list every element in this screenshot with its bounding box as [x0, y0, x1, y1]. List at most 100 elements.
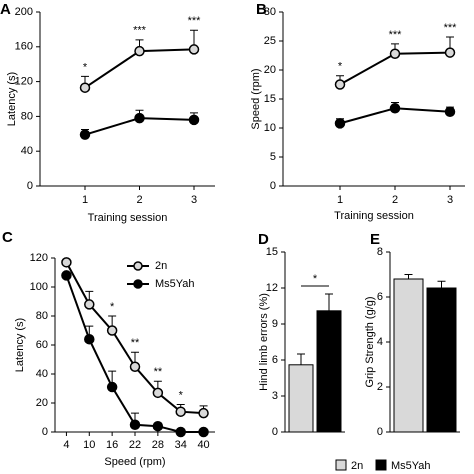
y-tick-label: 100: [30, 281, 48, 293]
legend-label: Ms5Yah: [391, 460, 431, 472]
y-tick-label: 120: [30, 252, 48, 264]
data-point: [152, 387, 164, 399]
significance: ***: [133, 25, 147, 37]
y-tick-label: 9: [272, 318, 278, 330]
data-point: [79, 82, 91, 93]
bar: [393, 278, 424, 433]
y-axis-label: Speed (rpm): [250, 68, 262, 129]
legend-marker: [133, 261, 143, 271]
y-axis-label: Hind limb errors (%): [258, 293, 270, 391]
x-axis-label: Training session: [88, 212, 168, 224]
data-point: [61, 257, 72, 268]
significance: *: [179, 389, 184, 401]
y-tick-label: 40: [21, 145, 33, 157]
x-tick-label: 4: [63, 439, 69, 451]
x-tick-label: 10: [83, 439, 95, 451]
y-tick-label: 4: [377, 336, 383, 348]
y-tick-label: 6: [272, 354, 278, 366]
y-tick-label: 15: [264, 93, 276, 105]
bar: [426, 287, 457, 433]
panel-letter: B: [256, 1, 267, 18]
x-tick-label: 16: [106, 439, 118, 451]
significance: ***: [188, 15, 202, 27]
y-tick-label: 2: [377, 381, 383, 393]
data-point: [129, 361, 141, 372]
data-point: [334, 118, 346, 129]
data-point: [389, 103, 401, 114]
y-axis-label: Grip Strength (g/g): [364, 296, 376, 387]
x-axis-label: Speed (rpm): [104, 456, 165, 468]
y-tick-label: 0: [270, 180, 276, 192]
y-tick-label: 0: [42, 426, 48, 438]
x-tick-label: 2: [392, 194, 398, 206]
y-tick-label: 30: [264, 6, 276, 18]
data-point: [444, 106, 456, 118]
y-tick-label: 160: [15, 41, 33, 53]
y-tick-label: 20: [36, 397, 48, 409]
error-bar: [297, 353, 305, 365]
data-point: [389, 48, 401, 60]
x-tick-label: 28: [152, 439, 164, 451]
significance: *: [110, 301, 115, 313]
y-tick-label: 6: [377, 291, 383, 303]
x-tick-label: 40: [197, 439, 209, 451]
error-bar: [404, 274, 413, 279]
significance: **: [154, 366, 163, 378]
x-tick-label: 1: [337, 194, 343, 206]
y-axis-label: Latency (s): [14, 318, 26, 372]
significance: *: [338, 61, 343, 73]
x-tick-label: 22: [129, 439, 141, 451]
legend-label: 2n: [155, 260, 167, 272]
y-tick-label: 80: [36, 310, 48, 322]
data-point: [106, 381, 118, 393]
y-tick-label: 12: [266, 282, 278, 294]
legend-label: Ms5Yah: [155, 278, 195, 290]
data-point: [129, 419, 141, 430]
panel-letter: A: [0, 1, 11, 18]
legend-marker: [133, 279, 143, 289]
panel-letter: C: [2, 229, 13, 246]
data-point: [79, 129, 91, 140]
y-tick-label: 200: [15, 6, 33, 18]
y-tick-label: 10: [264, 122, 276, 134]
data-point: [334, 79, 346, 90]
y-tick-label: 0: [27, 180, 33, 192]
data-point: [61, 270, 72, 281]
x-tick-label: 3: [191, 194, 197, 206]
x-tick-label: 1: [82, 194, 88, 206]
data-point: [175, 426, 186, 438]
y-tick-label: 8: [377, 246, 383, 258]
legend-swatch: [335, 459, 347, 471]
legend-label: 2n: [351, 460, 363, 472]
error-bar: [325, 293, 333, 311]
data-point: [134, 112, 145, 124]
data-point: [188, 44, 200, 55]
y-tick-label: 80: [21, 110, 33, 122]
significance: *: [83, 61, 88, 73]
y-tick-label: 60: [36, 339, 48, 351]
x-tick-label: 3: [447, 194, 453, 206]
y-tick-label: 15: [266, 246, 278, 258]
x-tick-label: 34: [175, 439, 187, 451]
data-point: [152, 420, 164, 432]
y-tick-label: 5: [270, 151, 276, 163]
y-tick-label: 25: [264, 35, 276, 47]
y-tick-label: 20: [264, 64, 276, 76]
panel-letter: D: [258, 231, 269, 248]
data-point: [175, 406, 186, 417]
significance: ***: [389, 29, 403, 41]
significance: *: [313, 273, 318, 285]
error-bar: [437, 280, 446, 288]
x-axis-label: Training session: [334, 210, 414, 222]
y-tick-label: 120: [15, 76, 33, 88]
significance: **: [131, 337, 140, 349]
data-point: [106, 325, 118, 336]
x-tick-label: 2: [136, 194, 142, 206]
bar: [316, 310, 342, 433]
panel-letter: E: [370, 231, 380, 248]
data-point: [198, 426, 209, 438]
data-point: [134, 45, 145, 57]
y-tick-label: 0: [377, 426, 383, 438]
data-point: [84, 333, 95, 345]
